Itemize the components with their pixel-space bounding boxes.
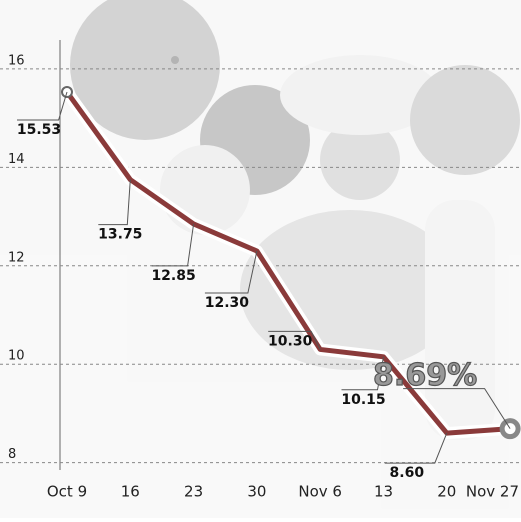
x-tick-label: Nov 6	[298, 483, 342, 501]
y-tick-label: 8	[8, 447, 16, 462]
value-label: 12.30	[205, 295, 250, 311]
value-label: 8.60	[390, 465, 425, 481]
value-label: 13.75	[98, 227, 142, 243]
y-tick-label: 14	[8, 152, 25, 167]
x-tick-label: Nov 27	[466, 483, 519, 501]
y-tick-label: 12	[8, 250, 25, 265]
value-label: 12.85	[151, 268, 195, 284]
x-tick-label: 20	[437, 483, 456, 501]
x-tick-label: 16	[121, 483, 140, 501]
y-tick-label: 10	[8, 349, 25, 364]
x-tick-label: 23	[184, 483, 203, 501]
y-tick-label: 16	[8, 53, 25, 68]
x-tick-label: 30	[247, 483, 266, 501]
value-label: 15.53	[17, 122, 61, 138]
value-label: 10.30	[268, 333, 313, 349]
chart: 81012141615.5313.7512.8512.3010.3010.158…	[0, 0, 521, 518]
x-tick-label: 13	[374, 483, 393, 501]
value-label: 10.15	[341, 392, 385, 408]
x-tick-label: Oct 9	[47, 483, 87, 501]
value-label: 8.69%	[373, 358, 477, 393]
page: {"chart_data": {"type": "line", "categor…	[0, 0, 521, 518]
